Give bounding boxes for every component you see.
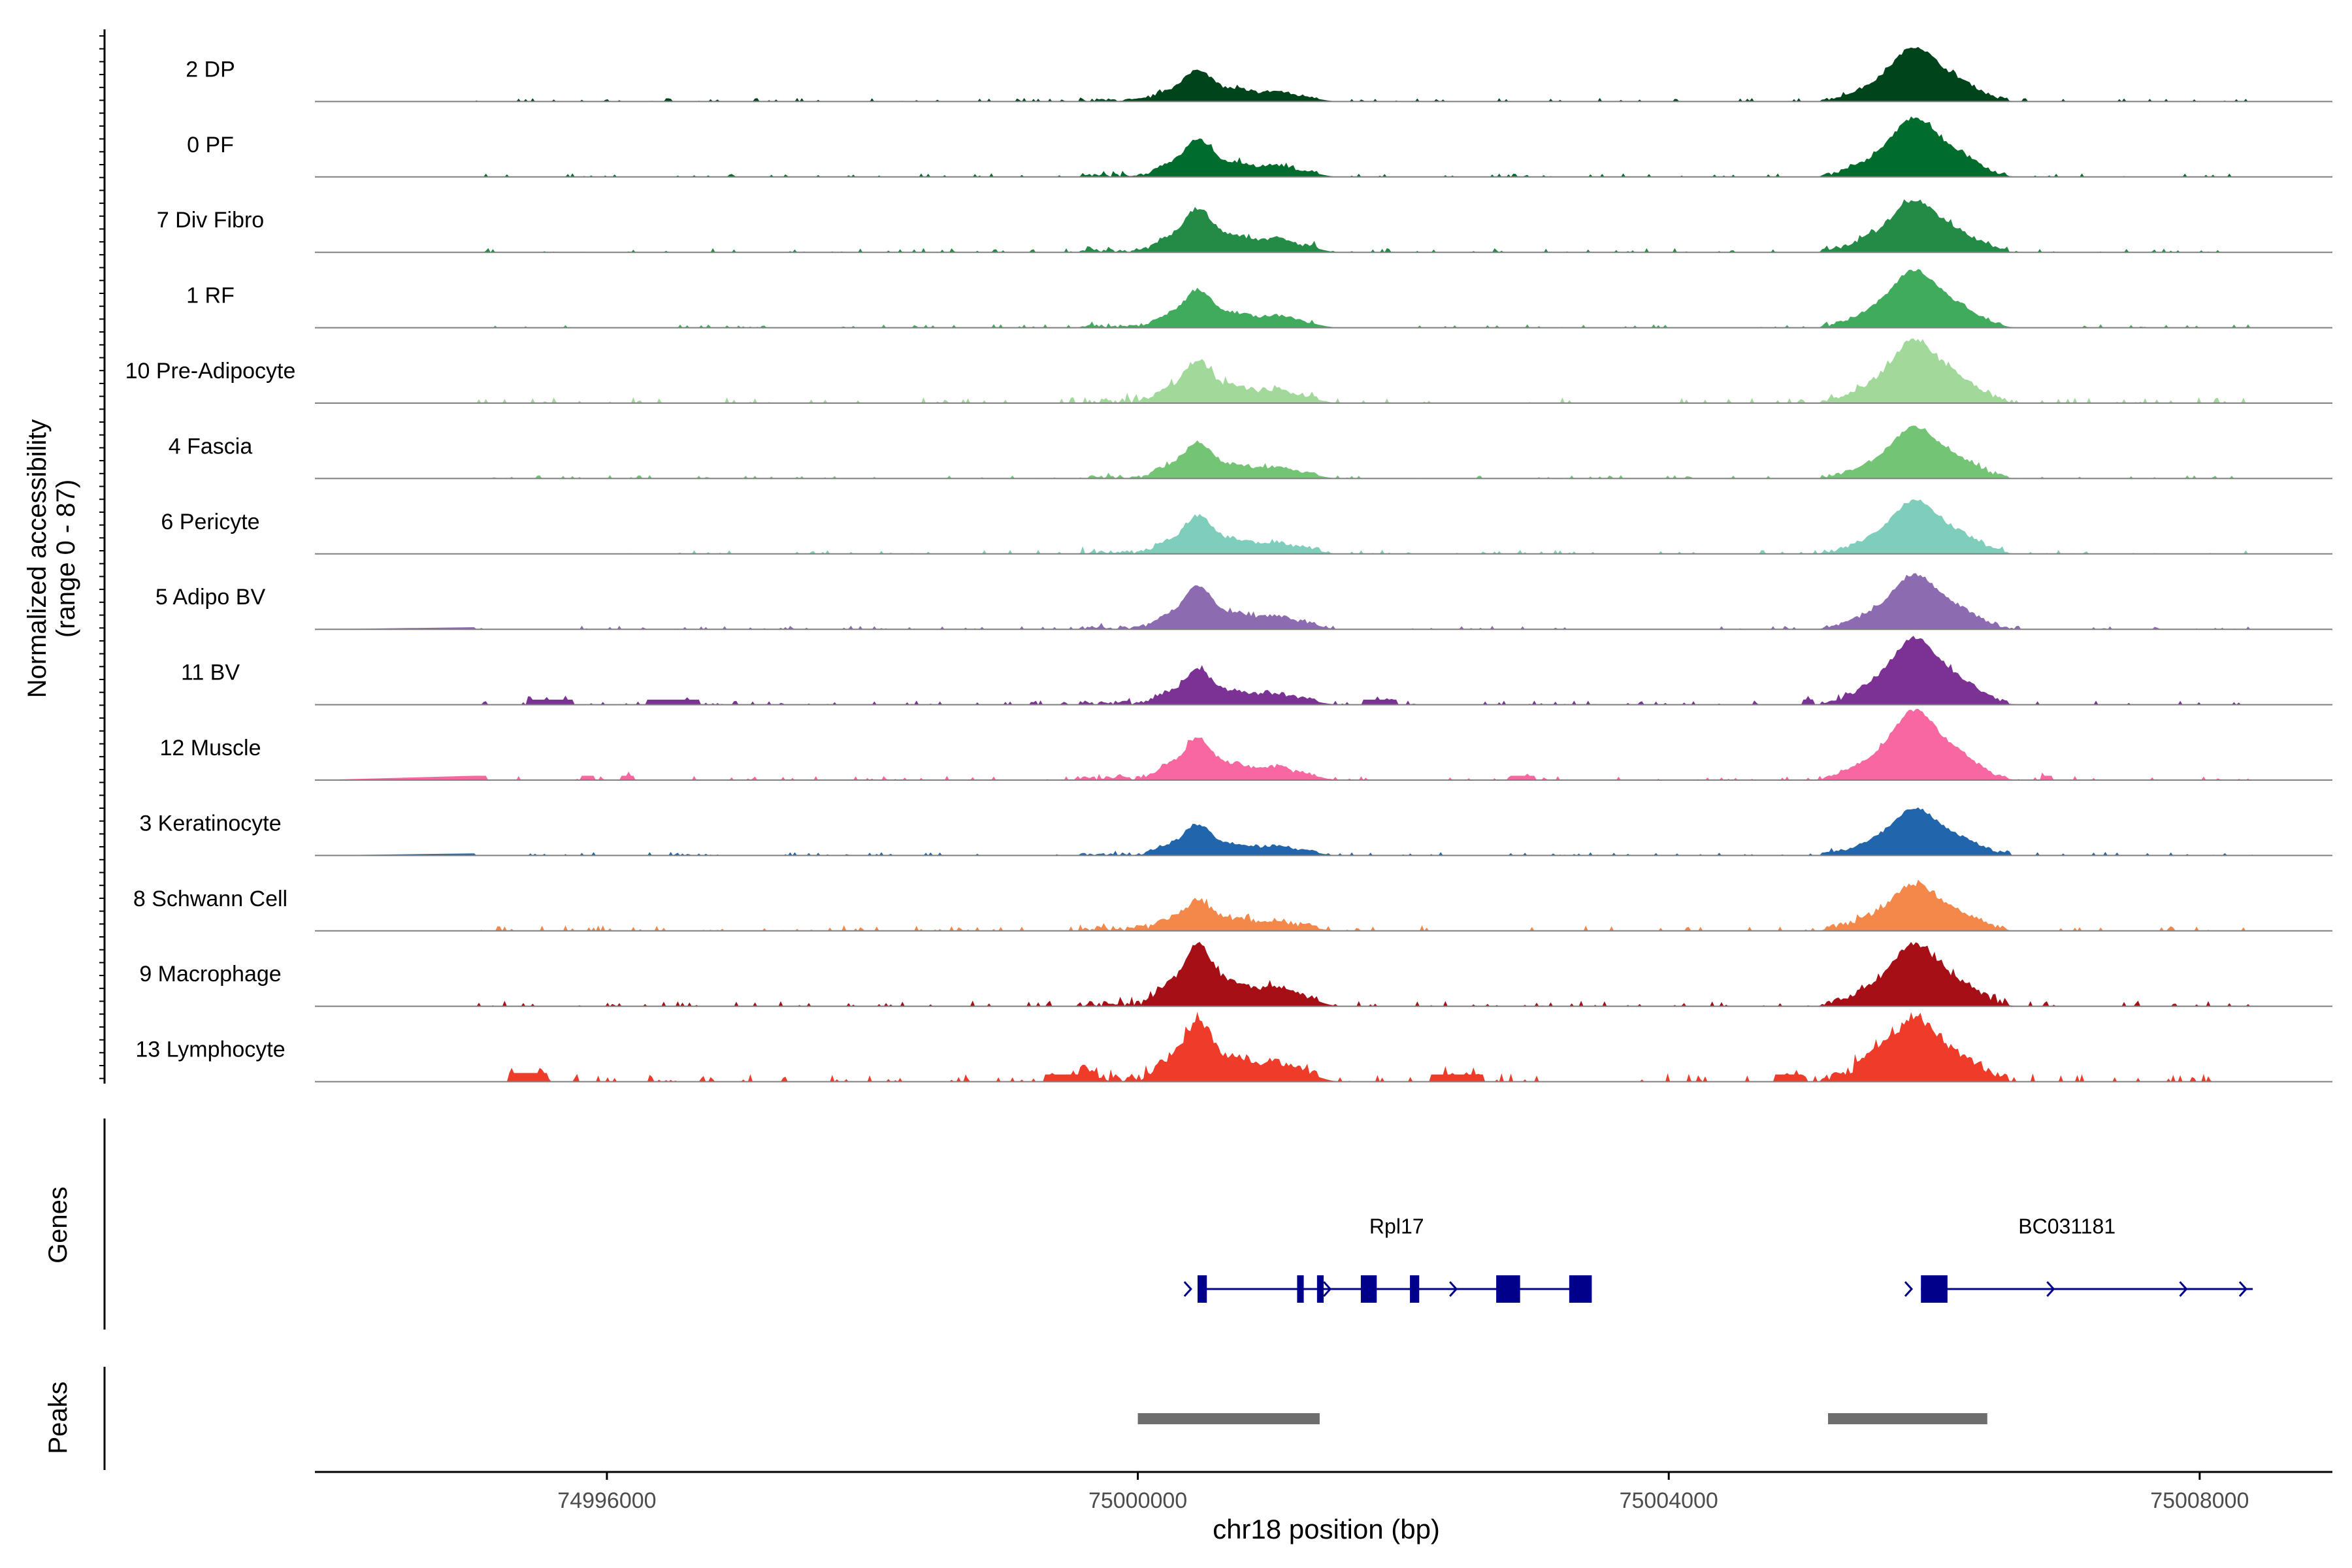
track: 13 Lymphocyte: [135, 1011, 2332, 1083]
track-label: 12 Muscle: [160, 736, 261, 760]
strand-arrow: [2238, 1281, 2247, 1298]
track-label: 2 DP: [186, 57, 235, 82]
coverage-area: [315, 807, 2253, 856]
track: 2 DP: [186, 46, 2332, 103]
peaks-panel-label: Peaks: [44, 1381, 73, 1454]
peak-bar: [1137, 1413, 1320, 1424]
strand-arrow: [1904, 1281, 1914, 1298]
track: 6 Pericyte: [161, 499, 2332, 555]
track: 10 Pre-Adipocyte: [125, 338, 2332, 404]
track: 3 Keratinocyte: [139, 807, 2332, 857]
coverage-area: [315, 46, 2253, 102]
coverage-area: [315, 1011, 2253, 1082]
coverage-area: [315, 941, 2253, 1007]
gene-label: Rpl17: [1369, 1215, 1424, 1238]
exon: [1297, 1275, 1304, 1303]
gene-annotation-panel: Rpl17 BC031181: [103, 1119, 2253, 1330]
track-label: 9 Macrophage: [139, 962, 281, 987]
track-label: 10 Pre-Adipocyte: [125, 359, 296, 384]
x-axis-label: chr18 position (bp): [1213, 1514, 1440, 1544]
gene: Rpl17: [1183, 1215, 1592, 1303]
peak-bar: [1828, 1413, 1987, 1424]
track: 4 Fascia: [169, 425, 2332, 480]
track-label: 1 RF: [186, 284, 235, 308]
coverage-area: [315, 708, 2253, 780]
track-label: 13 Lymphocyte: [135, 1037, 285, 1062]
exon: [1316, 1275, 1324, 1303]
coverage-area: [315, 269, 2253, 328]
exon: [1410, 1275, 1420, 1303]
track-label: 0 PF: [187, 133, 234, 157]
track-label: 6 Pericyte: [161, 510, 259, 534]
track-label: 8 Schwann Cell: [133, 887, 287, 911]
peaks-panel: [103, 1367, 1987, 1470]
track: 11 BV: [181, 636, 2332, 706]
strand-arrow: [2046, 1281, 2055, 1298]
x-tick-label: 74996000: [557, 1488, 656, 1513]
track: 5 Adipo BV: [155, 573, 2332, 630]
track: 12 Muscle: [160, 708, 2332, 781]
coverage-area: [315, 573, 2253, 630]
track-label: 3 Keratinocyte: [139, 811, 281, 836]
track-label: 11 BV: [181, 661, 240, 685]
strand-arrow: [1449, 1281, 1458, 1298]
y-axis-label: Normalized accessibility: [23, 419, 52, 698]
track: 7 Div Fibro: [157, 199, 2332, 253]
coverage-area: [315, 879, 2253, 931]
strand-arrow: [1323, 1281, 1332, 1298]
coverage-area: [315, 499, 2253, 554]
track: 8 Schwann Cell: [133, 879, 2332, 932]
track: 1 RF: [186, 269, 2332, 329]
exon: [1921, 1275, 1948, 1303]
coverage-area: [315, 338, 2253, 403]
track-label: 5 Adipo BV: [155, 585, 266, 610]
track: 0 PF: [187, 116, 2332, 178]
track-label: 4 Fascia: [169, 434, 253, 459]
gene: BC031181: [1904, 1215, 2253, 1303]
track: 9 Macrophage: [139, 941, 2332, 1007]
gene-label: BC031181: [2018, 1215, 2115, 1238]
genes-panel-label: Genes: [44, 1186, 73, 1264]
x-tick-label: 75004000: [1620, 1488, 1718, 1513]
coverage-area: [315, 116, 2253, 177]
coverage-tracks: 2 DP 0 PF 7 Div Fibro 1 RF 10 Pre-Adipocyte 4…: [99, 29, 2332, 1084]
axis-labels: Normalized accessibility (range 0 - 87) …: [23, 419, 1440, 1544]
strand-arrow: [2179, 1281, 2188, 1298]
y-axis-coverage: [99, 29, 106, 1084]
x-tick-label: 75008000: [2150, 1488, 2249, 1513]
strand-arrow: [1183, 1281, 1192, 1298]
coverage-area: [315, 199, 2253, 253]
coverage-area: [315, 425, 2253, 479]
track-label: 7 Div Fibro: [157, 208, 264, 233]
exon: [1360, 1275, 1377, 1303]
x-tick-label: 75000000: [1088, 1488, 1187, 1513]
x-axis: 74996000 75000000 75004000 75008000: [315, 1471, 2332, 1513]
coverage-area: [315, 636, 2253, 705]
exon: [1569, 1275, 1592, 1303]
exon: [1198, 1275, 1207, 1303]
y-axis-range-label: (range 0 - 87): [52, 480, 80, 638]
exon: [1496, 1275, 1520, 1303]
